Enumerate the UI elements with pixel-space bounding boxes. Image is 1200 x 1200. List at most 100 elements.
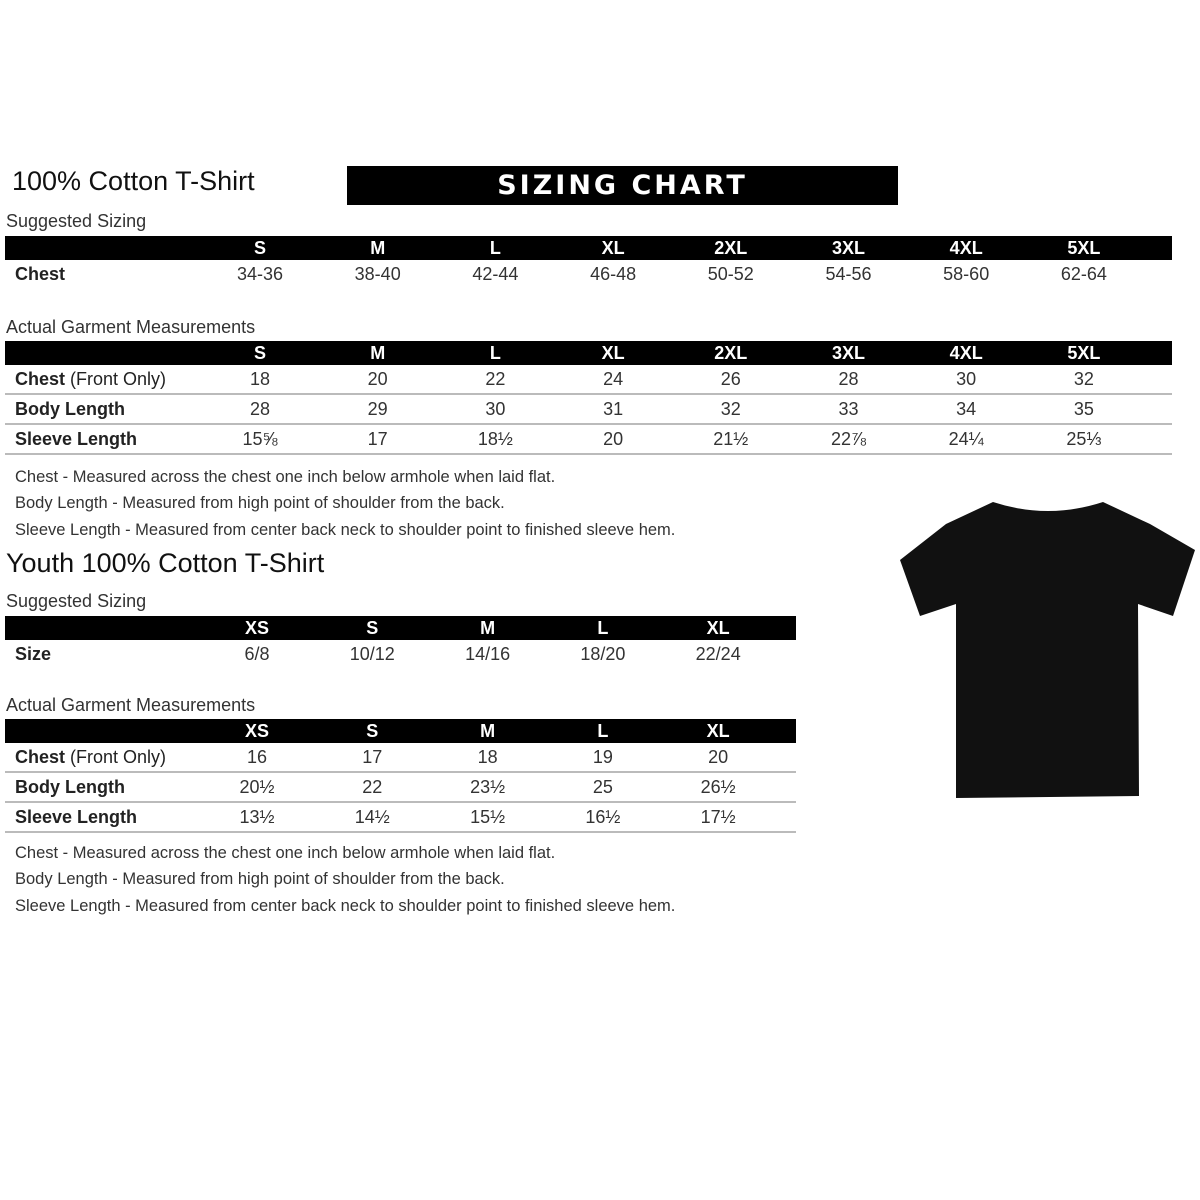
- table-cell: 32: [720, 399, 741, 419]
- table-cell: 17: [367, 429, 388, 449]
- table-cell: 15½: [470, 807, 506, 827]
- size-header: 5XL: [1067, 343, 1101, 363]
- size-header: S: [253, 238, 267, 258]
- table-cell: 19: [592, 747, 613, 767]
- table-cell: 14/16: [465, 644, 511, 664]
- table-cell: 31: [603, 399, 624, 419]
- size-header-row: S M L XL 2XL 3XL 4XL 5XL: [5, 341, 1172, 365]
- row-label: Size: [15, 644, 51, 665]
- size-header: L: [489, 238, 501, 258]
- adult-actual-table: S M L XL 2XL 3XL 4XL 5XL Chest (Front Only) 18 20 2…: [5, 341, 1172, 455]
- size-header: L: [597, 618, 609, 638]
- table-cell: 17½: [700, 807, 736, 827]
- table-cell: 29: [367, 399, 388, 419]
- table-cell: 13½: [239, 807, 275, 827]
- table-row: Body Length 28 29 30 31 32 33 34 35: [5, 395, 1172, 425]
- adult-note-chest: Chest - Measured across the chest one in…: [15, 468, 556, 486]
- table-cell: 22⅞: [830, 429, 867, 449]
- size-header: XS: [244, 618, 270, 638]
- table-cell: 20: [367, 369, 388, 389]
- table-cell: 42-44: [472, 264, 519, 284]
- size-header: M: [480, 721, 496, 741]
- size-header: L: [489, 343, 501, 363]
- table-cell: 28: [838, 369, 859, 389]
- row-label-text: Sleeve Length: [15, 807, 138, 827]
- youth-suggested-table: XS S M L XL Size 6/8 10/12 14/16 18/20 22/24: [5, 616, 796, 668]
- row-label: Chest (Front Only): [15, 747, 166, 768]
- size-header: XL: [706, 721, 730, 741]
- table-row: Size 6/8 10/12 14/16 18/20 22/24: [5, 640, 796, 668]
- row-label-text: Body Length: [15, 777, 125, 797]
- size-header: 3XL: [831, 238, 866, 258]
- size-header: 3XL: [831, 343, 866, 363]
- table-cell: 22: [362, 777, 383, 797]
- table-cell: 22/24: [695, 644, 741, 664]
- size-header-row: S M L XL 2XL 3XL 4XL 5XL: [5, 236, 1172, 260]
- table-cell: 26: [720, 369, 741, 389]
- size-header: L: [597, 721, 609, 741]
- adult-suggested-table: S M L XL 2XL 3XL 4XL 5XL Chest 34-36 38-40 42-44 46-…: [5, 236, 1172, 288]
- table-cell: 23½: [470, 777, 506, 797]
- size-header: 2XL: [714, 343, 748, 363]
- table-cell: 32: [1073, 369, 1094, 389]
- table-cell: 16: [246, 747, 268, 767]
- table-cell: 30: [485, 399, 506, 419]
- row-label-text: Chest: [15, 747, 66, 767]
- table-cell: 24¼: [948, 429, 984, 449]
- table-cell: 24: [603, 369, 624, 389]
- table-cell: 34: [956, 399, 977, 419]
- table-cell: 18½: [477, 429, 513, 449]
- size-header-row: XS S M L XL: [5, 616, 796, 640]
- table-cell: 16½: [585, 807, 621, 827]
- table-cell: 25⅓: [1066, 429, 1102, 449]
- table-cell: 50-52: [707, 264, 754, 284]
- row-label-suffix: (Front Only): [65, 747, 167, 767]
- table-cell: 18: [477, 747, 498, 767]
- size-header: XL: [706, 618, 730, 638]
- table-cell: 54-56: [825, 264, 872, 284]
- size-header: M: [370, 238, 386, 258]
- table-cell: 30: [956, 369, 977, 389]
- size-header: 2XL: [714, 238, 748, 258]
- row-label: Body Length: [15, 777, 125, 798]
- table-cell: 6/8: [244, 644, 270, 664]
- size-header: XL: [601, 343, 625, 363]
- row-label-text: Sleeve Length: [15, 429, 138, 449]
- table-row: Sleeve Length 13½ 14½ 15½ 16½ 17½: [5, 803, 796, 833]
- table-cell: 58-60: [943, 264, 990, 284]
- youth-suggested-label: Suggested Sizing: [6, 591, 147, 611]
- adult-actual-label: Actual Garment Measurements: [6, 317, 256, 337]
- table-cell: 46-48: [590, 264, 637, 284]
- table-cell: 33: [838, 399, 859, 419]
- row-label: Sleeve Length: [15, 429, 137, 450]
- row-label-text: Size: [15, 644, 52, 664]
- table-cell: 18/20: [580, 644, 626, 664]
- adult-note-sleeve: Sleeve Length - Measured from center bac…: [15, 521, 676, 539]
- size-header: S: [366, 618, 379, 638]
- table-cell: 20: [708, 747, 729, 767]
- table-cell: 26½: [700, 777, 736, 797]
- table-cell: 22: [485, 369, 506, 389]
- table-row: Sleeve Length 15⅝ 17 18½ 20 21½ 22⅞ 24¼ 25⅓: [5, 425, 1172, 455]
- row-label: Chest (Front Only): [15, 369, 166, 390]
- row-label-text: Body Length: [15, 399, 125, 419]
- table-cell: 20½: [239, 777, 275, 797]
- row-label-text: Chest: [15, 369, 66, 389]
- youth-actual-label: Actual Garment Measurements: [6, 695, 256, 715]
- sizing-chart-banner: SIZING CHART: [347, 166, 898, 205]
- size-header: XL: [601, 238, 625, 258]
- size-header: M: [370, 343, 386, 363]
- size-header: S: [366, 721, 379, 741]
- size-header: 4XL: [949, 343, 983, 363]
- table-row: Chest (Front Only) 18 20 22 24 26 28 30 32: [5, 365, 1172, 395]
- youth-note-chest: Chest - Measured across the chest one in…: [15, 844, 556, 862]
- adult-title: 100% Cotton T-Shirt: [12, 166, 255, 196]
- table-row: Chest (Front Only) 16 17 18 19 20: [5, 743, 796, 773]
- youth-note-sleeve: Sleeve Length - Measured from center bac…: [15, 897, 676, 915]
- table-cell: 28: [249, 399, 271, 419]
- table-cell: 38-40: [354, 264, 401, 284]
- table-cell: 62-64: [1060, 264, 1107, 284]
- size-header: M: [480, 618, 496, 638]
- size-header: XS: [244, 721, 270, 741]
